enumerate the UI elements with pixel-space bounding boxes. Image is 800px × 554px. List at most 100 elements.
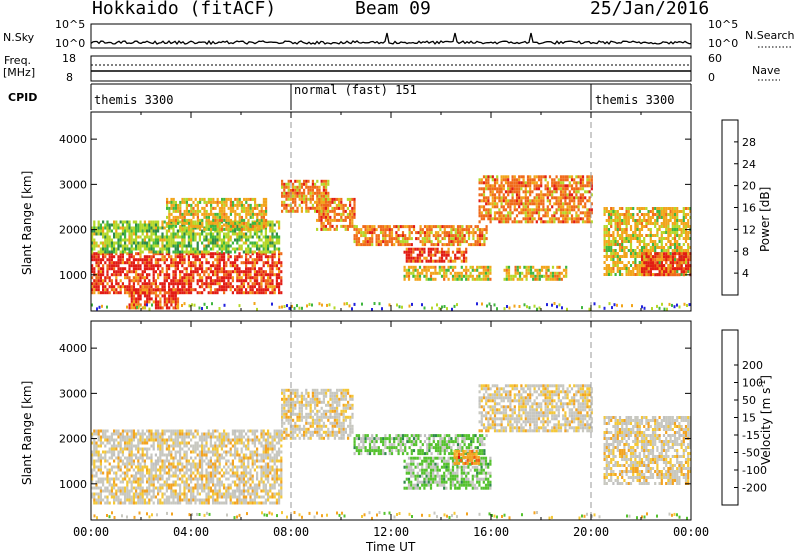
data-cell	[258, 273, 261, 277]
data-cell	[216, 197, 219, 201]
data-cell	[586, 208, 589, 212]
data-cell	[223, 273, 226, 277]
data-cell	[176, 261, 179, 265]
data-cell	[216, 250, 219, 254]
data-cell	[99, 270, 102, 274]
data-cell	[137, 291, 140, 295]
data-cell	[340, 224, 343, 228]
data-cell	[132, 241, 135, 245]
data-cell	[227, 221, 230, 225]
data-cell	[459, 234, 462, 238]
data-cell	[108, 438, 111, 442]
data-cell	[496, 205, 499, 209]
data-cell	[353, 212, 356, 216]
data-cell	[161, 282, 164, 286]
data-cell	[496, 211, 499, 215]
data-cell	[201, 282, 204, 286]
data-cell	[179, 215, 182, 219]
data-cell	[472, 228, 475, 232]
data-cell	[154, 300, 158, 304]
data-cell	[135, 303, 138, 307]
data-cell	[218, 223, 221, 227]
data-cell	[559, 214, 563, 218]
data-cell	[483, 228, 486, 232]
data-cell	[324, 212, 327, 216]
data-cell	[645, 273, 648, 277]
data-cell	[538, 268, 541, 272]
data-cell	[384, 240, 387, 244]
data-cell	[579, 187, 582, 191]
data-cell	[91, 241, 94, 245]
data-cell	[476, 243, 479, 247]
data-cell	[482, 199, 486, 203]
data-cell	[489, 220, 492, 224]
data-cell	[649, 267, 652, 271]
data-cell	[170, 197, 173, 201]
data-cell	[260, 258, 263, 262]
data-cell	[236, 206, 239, 210]
data-cell	[251, 206, 254, 210]
data-cell	[95, 465, 98, 469]
data-cell	[161, 250, 164, 254]
data-cell	[285, 203, 288, 207]
data-cell	[91, 235, 94, 239]
data-cell	[130, 453, 133, 457]
data-cell	[651, 273, 655, 276]
data-cell	[150, 235, 153, 239]
data-cell	[97, 492, 100, 496]
data-cell	[616, 267, 619, 270]
data-cell	[480, 181, 483, 185]
data-cell	[229, 221, 232, 225]
data-cell	[665, 261, 668, 265]
data-cell	[174, 288, 177, 292]
data-cell	[225, 212, 228, 216]
data-cell	[150, 220, 153, 224]
data-cell	[113, 270, 116, 274]
data-cell	[278, 267, 281, 271]
data-cell	[99, 501, 102, 505]
data-cell	[669, 270, 672, 274]
data-cell	[549, 274, 552, 278]
data-cell	[529, 274, 533, 278]
data-cell	[502, 187, 505, 191]
data-cell	[132, 294, 136, 298]
data-cell	[307, 197, 310, 201]
data-cell	[665, 213, 668, 216]
data-cell	[379, 243, 383, 247]
data-cell	[137, 229, 140, 233]
data-cell	[540, 181, 543, 185]
data-cell	[430, 240, 433, 244]
data-cell	[669, 273, 672, 277]
data-cell	[130, 441, 133, 445]
data-cell	[625, 264, 628, 267]
data-cell	[660, 210, 663, 213]
data-cell	[386, 228, 389, 232]
data-cell	[110, 247, 113, 251]
data-cell	[210, 200, 213, 204]
data-cell	[143, 300, 147, 304]
data-cell	[507, 175, 510, 179]
data-cell	[547, 268, 550, 272]
data-cell	[139, 235, 142, 239]
data-cell	[581, 205, 585, 209]
data-cell	[564, 196, 567, 200]
data-cell	[667, 222, 670, 225]
data-cell	[667, 237, 670, 240]
data-cell	[115, 270, 118, 274]
data-cell	[564, 220, 567, 224]
data-cell	[537, 175, 541, 179]
data-cell	[128, 229, 131, 233]
nsearch-tick-bottom: 10^0	[708, 37, 739, 50]
data-cell	[126, 223, 129, 227]
data-cell	[207, 241, 210, 245]
data-cell	[196, 226, 199, 230]
data-cell	[154, 282, 157, 286]
data-cell	[687, 219, 690, 222]
data-cell	[223, 227, 226, 231]
data-cell	[91, 229, 94, 233]
data-cell	[115, 444, 118, 448]
data-cell	[654, 222, 657, 225]
data-cell	[159, 238, 162, 242]
data-cell	[478, 243, 482, 247]
data-cell	[500, 211, 503, 215]
